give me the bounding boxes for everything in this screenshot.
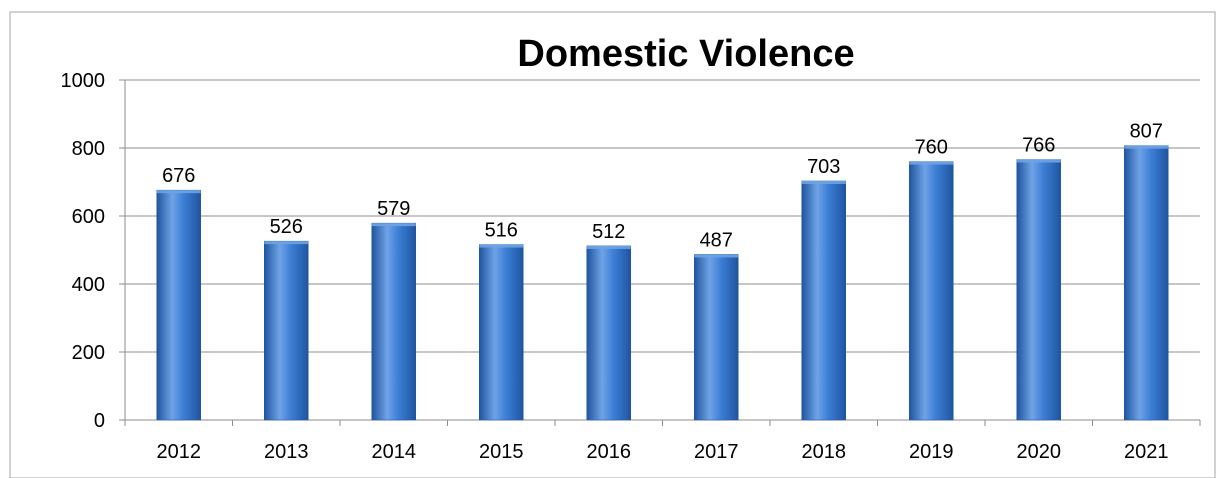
data-label-2019: 760 bbox=[915, 137, 948, 159]
bar-top-highlight bbox=[909, 161, 954, 165]
data-label-2016: 512 bbox=[592, 221, 625, 243]
x-tick-label: 2019 bbox=[909, 441, 954, 463]
bar-2014 bbox=[371, 222, 416, 421]
data-label-2015: 516 bbox=[485, 220, 518, 242]
y-tick-label: 400 bbox=[72, 274, 105, 296]
bar-top-highlight bbox=[156, 190, 201, 194]
bar-2015 bbox=[479, 244, 524, 421]
y-axis-ticks: 0 200 400 600 800 1000 bbox=[61, 70, 125, 432]
data-label-2017: 487 bbox=[700, 229, 733, 251]
bar-2018 bbox=[801, 180, 846, 421]
bar-top-highlight bbox=[586, 245, 631, 249]
x-tick-label: 2012 bbox=[157, 441, 202, 463]
y-tick-label: 1000 bbox=[61, 70, 106, 92]
x-tick-label: 2017 bbox=[694, 441, 739, 463]
bar-top-highlight bbox=[371, 223, 416, 227]
data-label-2013: 526 bbox=[270, 216, 303, 238]
bars bbox=[156, 145, 1169, 421]
bar-2012 bbox=[156, 189, 201, 421]
x-tick-label: 2016 bbox=[587, 441, 632, 463]
bar-top-highlight bbox=[479, 244, 524, 248]
chart-border bbox=[9, 11, 1216, 478]
data-label-2014: 579 bbox=[377, 198, 410, 220]
bar-2013 bbox=[264, 240, 309, 421]
bar-2016 bbox=[586, 245, 631, 421]
x-tick-label: 2018 bbox=[802, 441, 847, 463]
y-tick-label: 0 bbox=[94, 410, 105, 432]
bar-2021 bbox=[1124, 145, 1169, 421]
x-tick-label: 2020 bbox=[1017, 441, 1062, 463]
bar-top-highlight bbox=[801, 180, 846, 184]
x-tick-label: 2021 bbox=[1124, 441, 1169, 463]
data-label-2020: 766 bbox=[1022, 135, 1055, 157]
bar-top-highlight bbox=[264, 241, 309, 245]
bar-2020 bbox=[1016, 159, 1061, 421]
bar-top-highlight bbox=[1124, 145, 1169, 149]
data-label-2021: 807 bbox=[1130, 121, 1163, 143]
data-labels: 676 526 579 516 512 487 703 760 766 807 bbox=[162, 121, 1163, 252]
bar-top-highlight bbox=[1016, 159, 1061, 163]
bar-2019 bbox=[909, 161, 954, 421]
y-tick-label: 200 bbox=[72, 342, 105, 364]
y-tick-label: 800 bbox=[72, 138, 105, 160]
bar-top-highlight bbox=[694, 254, 739, 258]
data-label-2012: 676 bbox=[162, 165, 195, 187]
y-tick-label: 600 bbox=[72, 206, 105, 228]
data-label-2018: 703 bbox=[807, 156, 840, 178]
x-tick-label: 2014 bbox=[372, 441, 417, 463]
x-tick-label: 2015 bbox=[479, 441, 524, 463]
bar-2017 bbox=[694, 254, 739, 421]
x-tick-label: 2013 bbox=[264, 441, 309, 463]
chart-title: Domestic Violence bbox=[517, 33, 854, 75]
x-axis-ticks: 2012 2013 2014 2015 2016 2017 2018 2019 2020 2021 bbox=[124, 420, 1201, 463]
